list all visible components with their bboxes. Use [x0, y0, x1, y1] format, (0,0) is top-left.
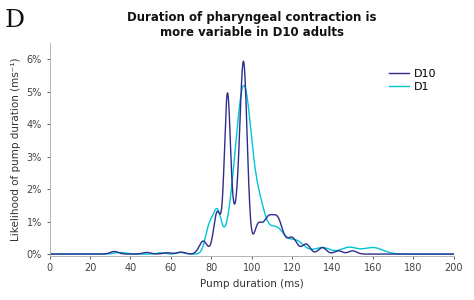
D1	[439, 252, 445, 256]
Line: D10: D10	[50, 85, 454, 254]
D10	[439, 252, 445, 256]
Title: Duration of pharyngeal contraction is
more variable in D10 adults: Duration of pharyngeal contraction is mo…	[127, 11, 376, 39]
D10	[365, 246, 371, 250]
D1	[233, 200, 238, 204]
D1	[47, 252, 53, 256]
Text: D: D	[5, 9, 25, 32]
D1	[241, 59, 246, 63]
Line: D1: D1	[50, 61, 454, 254]
D1	[67, 252, 73, 256]
D1	[244, 109, 249, 112]
Y-axis label: Likelihood of pump duration (ms⁻¹): Likelihood of pump duration (ms⁻¹)	[11, 58, 21, 241]
D10	[451, 252, 456, 256]
D10	[244, 90, 249, 94]
D10	[439, 252, 445, 256]
D10	[47, 252, 53, 256]
D1	[365, 252, 371, 256]
Legend: D10, D1: D10, D1	[385, 66, 440, 96]
D1	[439, 252, 445, 256]
D1	[451, 252, 456, 256]
D10	[67, 252, 73, 256]
D10	[233, 146, 238, 150]
X-axis label: Pump duration (ms): Pump duration (ms)	[200, 279, 303, 289]
D10	[241, 84, 247, 87]
